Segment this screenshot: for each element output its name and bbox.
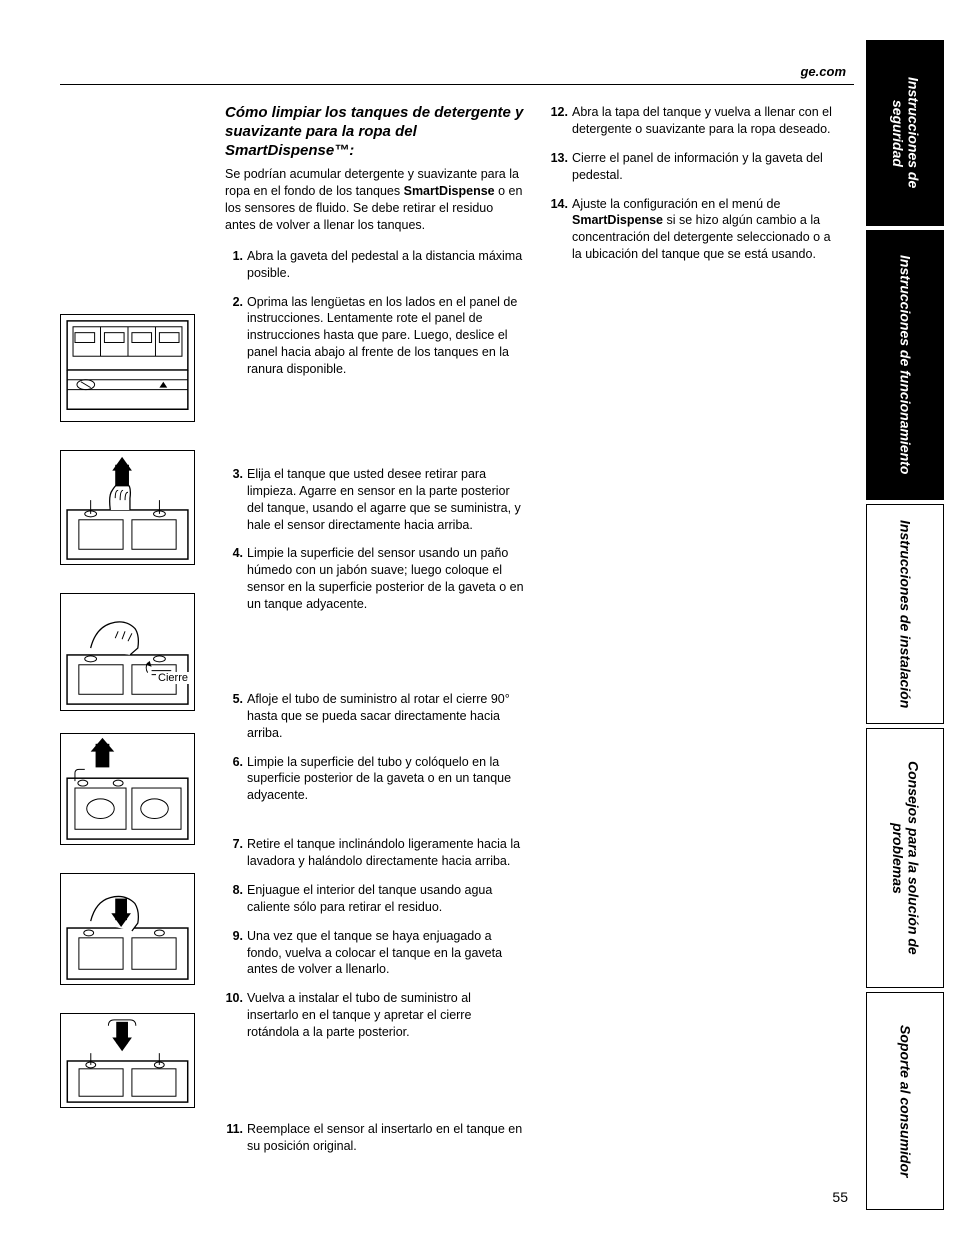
step-number: 9. [225, 928, 243, 945]
step-text: Oprima las lengüetas en los lados en el … [247, 295, 517, 377]
step-item: 13.Cierre el panel de información y la g… [550, 150, 840, 184]
step-item: 3.Elija el tanque que usted desee retira… [225, 466, 525, 534]
illustration-reinstall-tube [60, 873, 195, 985]
step-number: 7. [225, 836, 243, 853]
section-title: Cómo limpiar los tanques de detergente y… [225, 104, 525, 160]
step-item: 10.Vuelva a instalar el tubo de suminist… [225, 990, 525, 1041]
step-item: 12.Abra la tapa del tanque y vuelva a ll… [550, 104, 840, 138]
illustration-remove-tank [60, 733, 195, 845]
column-left: Cómo limpiar los tanques de detergente y… [225, 104, 525, 1167]
sidebar-tabs: Instrucciones de seguridadInstrucciones … [866, 40, 944, 1210]
step-number: 1. [225, 248, 243, 265]
steps-right: 12.Abra la tapa del tanque y vuelva a ll… [550, 104, 840, 263]
step-text: Limpie la superficie del tubo y colóquel… [247, 755, 511, 803]
step-number: 13. [550, 150, 568, 167]
step-text: Retire el tanque inclinándolo ligerament… [247, 837, 520, 868]
step-text-pre: Ajuste la configuración en el menú de [572, 197, 780, 211]
step-text: Reemplace el sensor al insertarlo en el … [247, 1122, 522, 1153]
step-item: 7.Retire el tanque inclinándolo ligerame… [225, 836, 525, 870]
step-number: 4. [225, 545, 243, 562]
column-right: 12.Abra la tapa del tanque y vuelva a ll… [550, 104, 840, 275]
step-text: Abra la tapa del tanque y vuelva a llena… [572, 105, 832, 136]
step-text: Abra la gaveta del pedestal a la distanc… [247, 249, 522, 280]
sidebar-tab[interactable]: Soporte al consumidor [866, 992, 944, 1210]
section-intro: Se podrían acumular detergente y suaviza… [225, 166, 525, 234]
step-number: 14. [550, 196, 568, 213]
step-item: 1.Abra la gaveta del pedestal a la dista… [225, 248, 525, 282]
step-text: Afloje el tubo de suministro al rotar el… [247, 692, 510, 740]
sidebar-tab[interactable]: Instrucciones de instalación [866, 504, 944, 724]
step-number: 3. [225, 466, 243, 483]
illustration-drawer [60, 314, 195, 422]
cierre-label: Cierre [156, 672, 190, 684]
step-item: 6.Limpie la superficie del tubo y colóqu… [225, 754, 525, 805]
steps-left: 1.Abra la gaveta del pedestal a la dista… [225, 248, 525, 1155]
sidebar-tab[interactable]: Instrucciones de seguridad [866, 40, 944, 226]
step-item: 5.Afloje el tubo de suministro al rotar … [225, 691, 525, 742]
step-text: Limpie la superficie del sensor usando u… [247, 546, 524, 611]
page-number: 55 [832, 1189, 848, 1205]
illustration-sensor-pull [60, 450, 195, 565]
step-number: 12. [550, 104, 568, 121]
step-item: 2.Oprima las lengüetas en los lados en e… [225, 294, 525, 378]
step-number: 5. [225, 691, 243, 708]
step-number: 6. [225, 754, 243, 771]
sidebar-tab[interactable]: Consejos para la solución de problemas [866, 728, 944, 988]
intro-bold: SmartDispense [404, 184, 495, 198]
step-number: 10. [225, 990, 243, 1007]
illustration-turn-lock: Cierre [60, 593, 195, 711]
illustration-reinsert-sensor [60, 1013, 195, 1108]
step-text: Cierre el panel de información y la gave… [572, 151, 823, 182]
step-text: Elija el tanque que usted desee retirar … [247, 467, 521, 532]
step-text: Enjuague el interior del tanque usando a… [247, 883, 492, 914]
step-item: 14. Ajuste la configuración en el menú de… [550, 196, 840, 264]
header-rule [60, 84, 854, 85]
step-text: Vuelva a instalar el tubo de suministro … [247, 991, 471, 1039]
step-number: 11. [225, 1121, 243, 1138]
illustration-column: Cierre [60, 314, 205, 1108]
step-number: 8. [225, 882, 243, 899]
step-item: 9.Una vez que el tanque se haya enjuagad… [225, 928, 525, 979]
step-item: 4.Limpie la superficie del sensor usando… [225, 545, 525, 613]
step-item: 8.Enjuague el interior del tanque usando… [225, 882, 525, 916]
header-url: ge.com [800, 64, 846, 79]
step-text: Una vez que el tanque se haya enjuagado … [247, 929, 502, 977]
step-text-bold: SmartDispense [572, 213, 663, 227]
step-number: 2. [225, 294, 243, 311]
sidebar-tab[interactable]: Instrucciones de funcionamiento [866, 230, 944, 500]
step-item: 11.Reemplace el sensor al insertarlo en … [225, 1121, 525, 1155]
